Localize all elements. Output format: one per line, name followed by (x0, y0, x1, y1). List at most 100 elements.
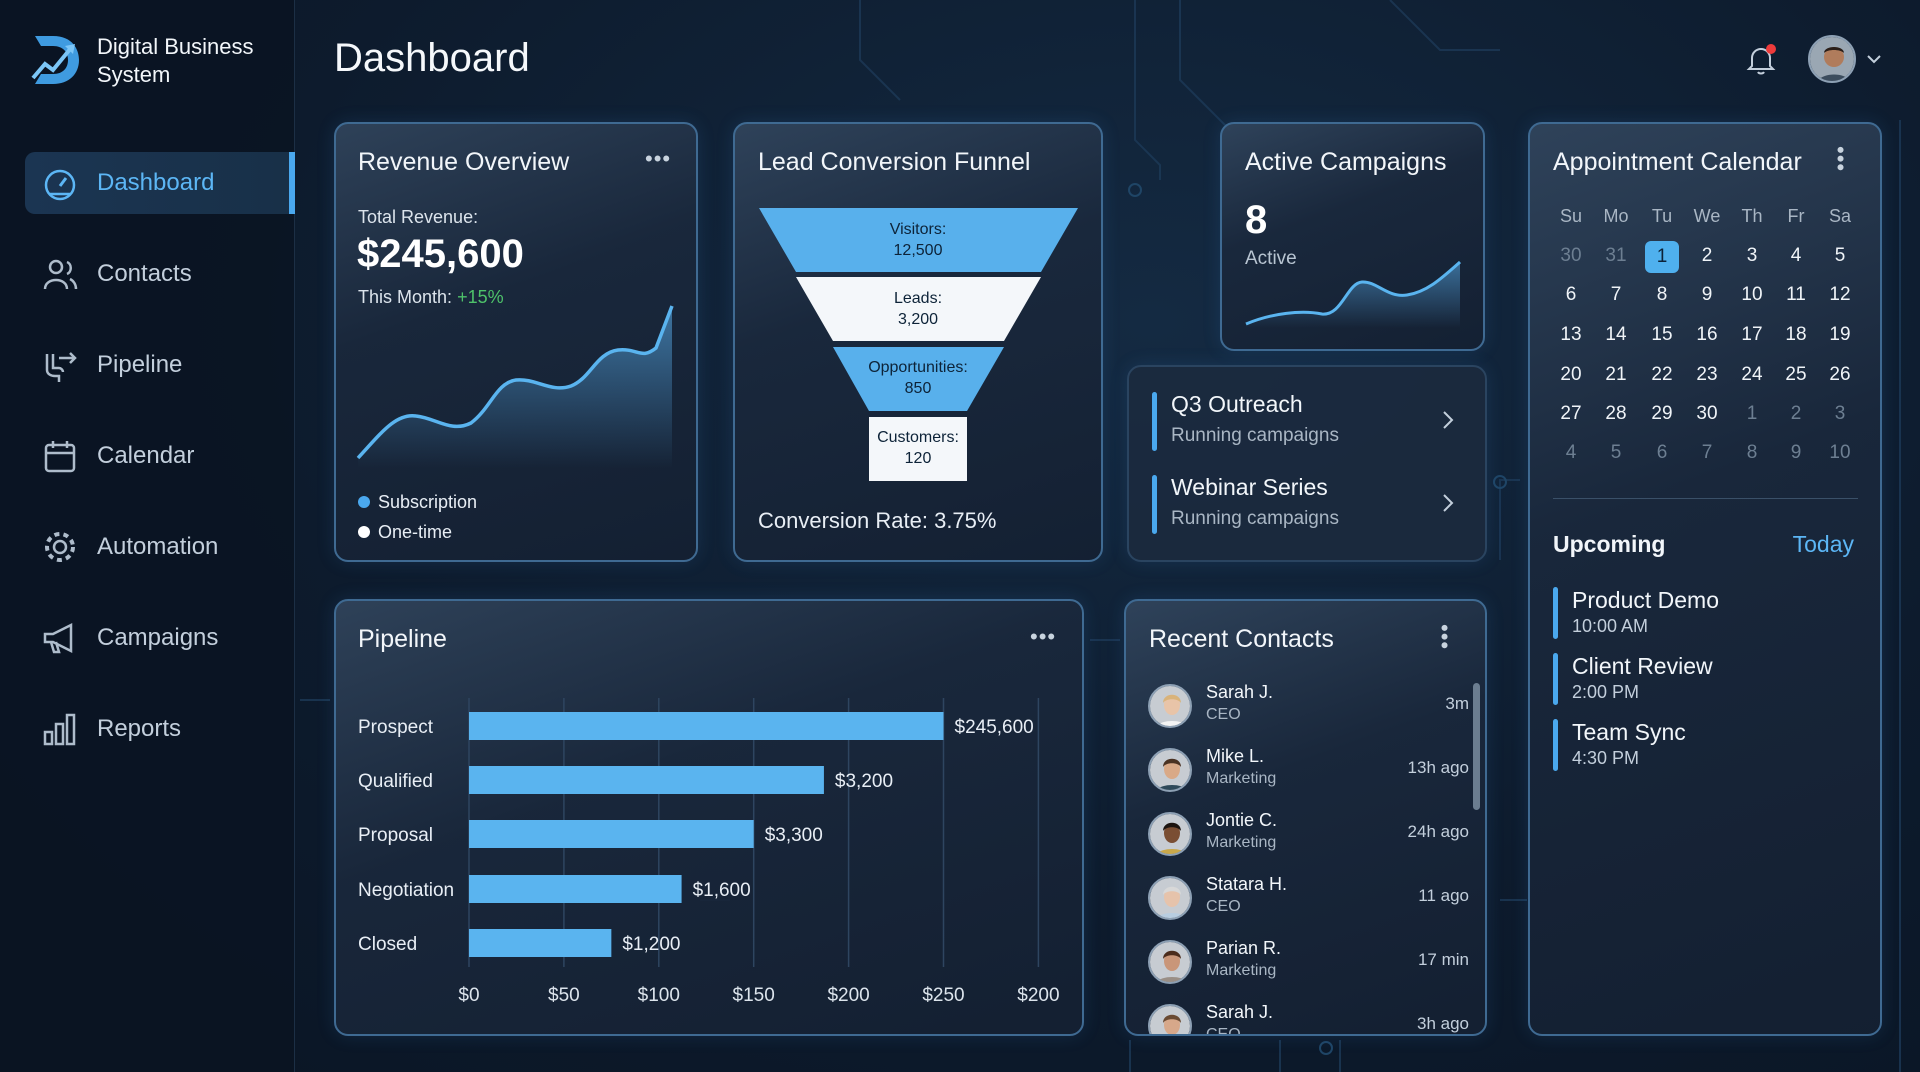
category-label: Prospect (358, 717, 434, 738)
month-change: +15% (457, 287, 504, 307)
sidebar-item-label: Automation (97, 533, 219, 560)
calendar-day[interactable]: 5 (1610, 442, 1622, 463)
calendar-day[interactable]: 15 (1651, 324, 1673, 345)
calendar-day[interactable]: 9 (1790, 442, 1802, 463)
contacts-title: Recent Contacts (1149, 625, 1334, 653)
calendar-day[interactable]: 23 (1696, 364, 1718, 385)
calendar-day[interactable]: 4 (1790, 245, 1802, 266)
contact-row[interactable]: Mike L. Marketing 13h ago (1136, 741, 1469, 799)
scrollbar[interactable] (1473, 683, 1480, 810)
calendar-day[interactable]: 30 (1696, 403, 1718, 424)
bar-closed[interactable] (469, 929, 612, 957)
calendar-day[interactable]: 6 (1656, 442, 1668, 463)
calendar-day[interactable]: 2 (1790, 403, 1802, 424)
conversion-rate: Conversion Rate: 3.75% (758, 508, 997, 533)
calendar-day[interactable]: 18 (1785, 324, 1807, 345)
calendar-day[interactable]: 8 (1656, 284, 1668, 305)
calendar-day[interactable]: 27 (1560, 403, 1582, 424)
upcoming-event[interactable]: Team Sync 4:30 PM (1553, 719, 1853, 773)
calendar-day[interactable]: 25 (1785, 364, 1807, 385)
event-time: 10:00 AM (1572, 616, 1649, 636)
funnel-title: Lead Conversion Funnel (758, 148, 1031, 176)
bar-qualified[interactable] (469, 766, 824, 794)
more-options-icon[interactable]: ••• (1828, 146, 1853, 173)
sidebar-item-campaigns[interactable]: Campaigns (25, 607, 295, 669)
calendar-day[interactable]: 6 (1565, 284, 1577, 305)
calendar-day[interactable]: 21 (1605, 364, 1627, 385)
contact-row[interactable]: Statara H. CEO 11 ago (1136, 869, 1469, 927)
calendar-day[interactable]: 28 (1605, 403, 1627, 424)
calendar-day[interactable]: 5 (1834, 245, 1846, 266)
x-tick-label: $100 (638, 985, 680, 1006)
campaign-list-card (1127, 365, 1487, 562)
calendar-day[interactable]: 26 (1829, 364, 1851, 385)
calendar-day[interactable]: 8 (1746, 442, 1758, 463)
calendar-day[interactable]: 19 (1829, 324, 1851, 345)
calendar-day[interactable]: 1 (1645, 241, 1679, 273)
calendar-day[interactable]: 29 (1651, 403, 1673, 424)
upcoming-event[interactable]: Product Demo 10:00 AM (1553, 587, 1853, 641)
calendar-day[interactable]: 11 (1786, 284, 1806, 305)
sidebar-item-contacts[interactable]: Contacts (25, 243, 295, 305)
contact-role: Marketing (1206, 834, 1277, 851)
calendar-day[interactable]: 10 (1829, 442, 1851, 463)
recent-contacts-card: Sarah J. CEO 3m Mike L. Marketing 13h ago Jont… (1124, 599, 1487, 1036)
contact-row[interactable]: Sarah J. CEO 3m (1136, 677, 1469, 735)
contact-row[interactable]: Sarah J. CEO 3h ago (1136, 997, 1469, 1036)
calendar-day[interactable]: 14 (1605, 324, 1627, 345)
more-options-icon[interactable]: ••• (645, 146, 672, 171)
user-avatar[interactable] (1808, 35, 1856, 83)
calendar-day[interactable]: 30 (1560, 245, 1582, 266)
page-title: Dashboard (334, 36, 530, 80)
upcoming-heading: Upcoming (1553, 531, 1666, 557)
bell-icon[interactable] (1746, 44, 1776, 76)
calendar-day[interactable]: 10 (1741, 284, 1763, 305)
chevron-down-icon[interactable] (1866, 53, 1882, 65)
appointment-calendar-card (1528, 122, 1882, 1036)
calendar-day[interactable]: 31 (1605, 245, 1627, 266)
sidebar-item-calendar[interactable]: Calendar (25, 425, 295, 487)
campaign-item[interactable]: Webinar Series Running campaigns (1140, 469, 1476, 539)
category-label: Closed (358, 934, 417, 955)
today-link[interactable]: Today (1792, 531, 1854, 557)
calendar-day[interactable]: 3 (1746, 245, 1758, 266)
calendar-day[interactable]: 7 (1701, 442, 1713, 463)
contact-row[interactable]: Jontie C. Marketing 24h ago (1136, 805, 1469, 863)
calendar-day[interactable]: 7 (1610, 284, 1622, 305)
calendar-day[interactable]: 3 (1834, 403, 1846, 424)
upcoming-event[interactable]: Client Review 2:00 PM (1553, 653, 1853, 707)
calendar-day[interactable]: 12 (1829, 284, 1851, 305)
calendar-day[interactable]: 20 (1560, 364, 1582, 385)
pipeline-card (334, 599, 1084, 1036)
calendar-day[interactable]: 16 (1696, 324, 1718, 345)
calendar-day[interactable]: 4 (1565, 442, 1577, 463)
campaigns-sparkline (1245, 260, 1461, 328)
calendar-day[interactable]: 13 (1560, 324, 1582, 345)
sidebar-item-dashboard[interactable]: Dashboard (25, 152, 295, 214)
calendar-day[interactable]: 24 (1741, 364, 1763, 385)
total-revenue-label: Total Revenue: (358, 207, 479, 227)
sidebar-item-reports[interactable]: Reports (25, 698, 295, 760)
more-options-icon[interactable]: ••• (1432, 624, 1457, 651)
calendar-day[interactable]: 22 (1651, 364, 1673, 385)
calendar-day[interactable]: 17 (1741, 324, 1763, 345)
campaign-item[interactable]: Q3 Outreach Running campaigns (1140, 386, 1476, 456)
contact-row[interactable]: Parian R. Marketing 17 min (1136, 933, 1469, 991)
funnel-stage-label: Customers: 120 (877, 429, 959, 467)
calendar-day[interactable]: 1 (1746, 403, 1758, 424)
more-options-icon[interactable]: ••• (1030, 624, 1057, 649)
brand-logo (31, 36, 79, 84)
contact-name: Sarah J. (1206, 682, 1274, 702)
calendar-day[interactable]: 2 (1701, 245, 1713, 266)
contact-role: CEO (1206, 1026, 1241, 1036)
calendar-day[interactable]: 9 (1701, 284, 1713, 305)
gauge-icon (44, 169, 76, 201)
data-label: $1,600 (693, 880, 751, 901)
legend-item-one-time: One-time (358, 517, 477, 547)
sidebar-item-automation[interactable]: Automation (25, 516, 295, 578)
bar-proposal[interactable] (469, 820, 754, 848)
bar-prospect[interactable] (469, 712, 944, 740)
event-time: 4:30 PM (1572, 748, 1640, 768)
bar-negotiation[interactable] (469, 875, 682, 903)
sidebar-item-pipeline[interactable]: Pipeline (25, 334, 295, 396)
